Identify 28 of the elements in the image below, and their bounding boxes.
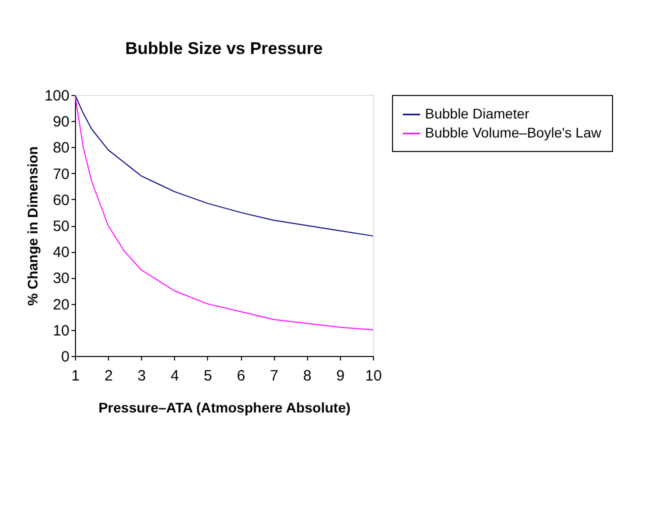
x-tick-label: 1 — [71, 368, 80, 384]
y-tick-label: 50 — [52, 218, 70, 235]
y-tick-label: 80 — [52, 140, 70, 157]
y-tick-label: 10 — [52, 322, 70, 340]
x-tick-label: 2 — [104, 368, 113, 384]
y-tick-label: 40 — [52, 244, 70, 262]
x-tick-label: 10 — [365, 368, 382, 384]
x-tick-label: 8 — [303, 368, 312, 384]
x-tick-label: 6 — [236, 368, 246, 384]
y-tick-label: 100 — [44, 88, 70, 104]
x-tick-label: 4 — [170, 368, 180, 384]
legend-label: Bubble Diameter — [425, 106, 530, 122]
x-tick-label: 5 — [204, 368, 212, 384]
x-tick-label: 3 — [138, 368, 146, 384]
x-tick-label: 9 — [336, 368, 345, 384]
chart-title: Bubble Size vs Pressure — [125, 39, 323, 58]
y-tick-label: 30 — [52, 270, 70, 288]
line-series — [74, 94, 374, 236]
y-tick-label: 0 — [61, 348, 70, 366]
x-tick-label: 7 — [270, 368, 278, 384]
y-tick-label: 90 — [52, 114, 70, 131]
y-tick-label: 70 — [52, 166, 70, 183]
y-axis-title: % Change in Dimension — [24, 146, 40, 306]
line-series — [74, 94, 374, 330]
y-tick-label: 60 — [52, 192, 70, 209]
x-axis-title: Pressure–ATA (Atmosphere Absolute) — [98, 400, 351, 416]
legend-label: Bubble Volume–Boyle's Law — [425, 124, 602, 140]
y-tick-label: 20 — [52, 296, 70, 314]
